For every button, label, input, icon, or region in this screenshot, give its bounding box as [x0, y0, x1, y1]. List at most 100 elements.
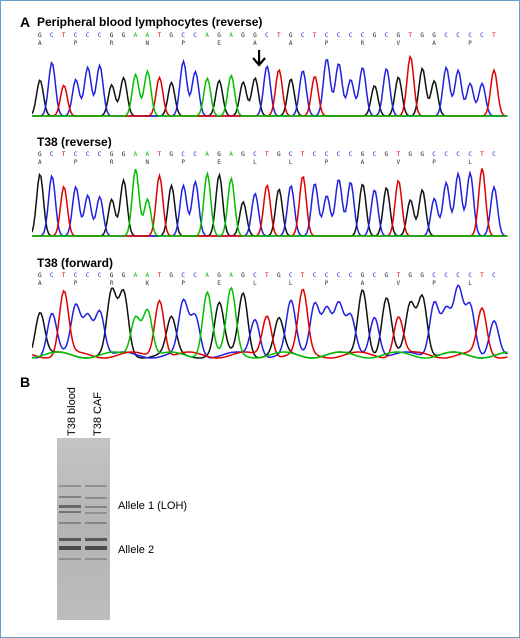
base-letter: G	[121, 32, 126, 39]
base-letter: C	[312, 151, 317, 158]
base-letter: A	[145, 272, 150, 279]
base-letter: G	[109, 272, 114, 279]
chromatogram-1	[32, 50, 508, 117]
amino-acid-letter: L	[253, 280, 257, 287]
amino-acid-letter: A	[38, 159, 42, 166]
amino-acid-letter: P	[73, 159, 78, 166]
base-letter: A	[133, 272, 138, 279]
base-letter: C	[492, 272, 496, 279]
amino-acid-letter: A	[360, 159, 365, 166]
base-letter: C	[432, 272, 436, 279]
allele-1-label: Allele 1 (LOH)	[118, 500, 188, 512]
amino-acid-letter: P	[432, 280, 436, 287]
lane-label-caf: T38 CAF	[92, 391, 104, 436]
amino-acid-letter: R	[360, 40, 365, 47]
base-letter: C	[372, 151, 377, 158]
base-letter: A	[229, 272, 233, 279]
base-letter: A	[145, 151, 150, 158]
amino-acid-letter: L	[253, 159, 257, 166]
base-letter: C	[288, 151, 293, 158]
amino-acid-letter: P	[324, 40, 329, 47]
amino-acid-letter: P	[324, 159, 329, 166]
base-letter: C	[480, 32, 484, 39]
amino-acid-letter: A	[38, 280, 42, 287]
base-letter: C	[468, 32, 472, 39]
panel-a-letter: A	[20, 14, 31, 30]
base-letter: T	[480, 151, 484, 158]
trace-line-green	[32, 69, 508, 117]
base-letter: T	[408, 32, 413, 39]
trace-title-3: T38 (forward)	[37, 256, 114, 270]
base-letter: A	[205, 32, 209, 39]
amino-acid-letter: K	[145, 280, 150, 287]
amino-acid-letter: E	[217, 159, 221, 166]
amino-acid-letter: L	[288, 280, 293, 287]
amino-acid-letter: P	[181, 280, 186, 287]
base-letter: A	[205, 272, 209, 279]
base-letter: C	[97, 272, 102, 279]
base-letter: C	[265, 32, 269, 39]
base-letter: G	[38, 151, 42, 158]
base-letter: C	[432, 151, 436, 158]
base-letter: C	[193, 32, 197, 39]
base-letter: C	[336, 151, 341, 158]
base-letter: C	[324, 151, 329, 158]
base-letter: G	[241, 151, 245, 158]
chromatogram-3	[32, 283, 508, 359]
trace-line-green	[32, 286, 508, 359]
base-letter: G	[372, 32, 377, 39]
mutation-arrow-icon	[252, 50, 266, 67]
base-letter: G	[109, 32, 114, 39]
base-letter: T	[300, 151, 305, 158]
base-letter: C	[193, 272, 197, 279]
base-letter: G	[420, 151, 425, 158]
base-letter: A	[145, 32, 150, 39]
panel-b-letter: B	[20, 374, 31, 390]
gel-image	[57, 438, 110, 620]
base-letter: C	[253, 151, 257, 158]
amino-acid-letter: P	[181, 40, 186, 47]
base-letter: G	[217, 272, 221, 279]
base-letter: C	[253, 272, 257, 279]
base-letter: C	[73, 151, 78, 158]
amino-acid-letter: R	[109, 280, 114, 287]
base-letter: G	[432, 32, 436, 39]
base-letter: C	[49, 32, 54, 39]
base-letter: C	[468, 272, 472, 279]
amino-acid-letter: P	[468, 40, 472, 47]
base-letter: C	[181, 272, 186, 279]
base-letter: T	[61, 272, 66, 279]
base-letter: C	[372, 272, 377, 279]
trace-line-green	[32, 168, 508, 237]
trace-title-2: T38 (reverse)	[37, 135, 112, 149]
base-letter: T	[492, 32, 496, 39]
base-letter: G	[121, 272, 126, 279]
amino-acid-letter: N	[145, 159, 150, 166]
base-letter: T	[265, 151, 269, 158]
base-letter: T	[157, 272, 162, 279]
base-letter: T	[265, 272, 269, 279]
base-letter: C	[73, 32, 78, 39]
base-letter: C	[49, 272, 54, 279]
amino-acid-letter: P	[432, 159, 436, 166]
amino-acid-letter: L	[288, 159, 293, 166]
base-letter: C	[324, 272, 329, 279]
amino-acid-letter: A	[38, 40, 42, 47]
base-letter: C	[444, 151, 448, 158]
allele-2-label: Allele 2	[118, 544, 155, 556]
base-letter: G	[38, 32, 42, 39]
base-letter: T	[312, 32, 317, 39]
base-letter: G	[121, 151, 126, 158]
base-letter: G	[253, 32, 257, 39]
base-letter: T	[396, 272, 401, 279]
amino-acid-letter: N	[145, 40, 150, 47]
base-letter: C	[181, 151, 186, 158]
amino-acid-letter: A	[253, 40, 257, 47]
base-letter: G	[217, 32, 221, 39]
base-letter: C	[312, 272, 317, 279]
base-letter: T	[157, 151, 162, 158]
amino-acid-letter: V	[396, 40, 401, 47]
base-letter: G	[109, 151, 114, 158]
base-letter: C	[324, 32, 329, 39]
